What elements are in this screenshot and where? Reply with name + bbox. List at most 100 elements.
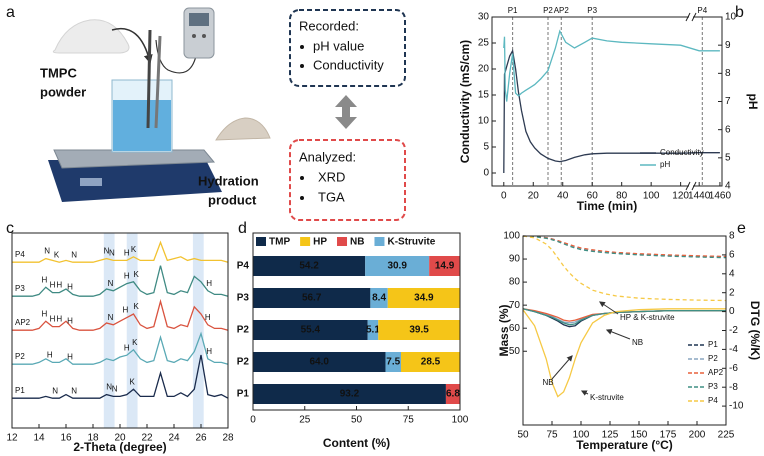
legend-label: HP <box>313 237 327 248</box>
y2-tick-label: 5 <box>725 152 731 163</box>
legend-swatch <box>374 237 385 246</box>
peak-label: N <box>108 313 114 322</box>
box-title: Analyzed: <box>299 149 356 164</box>
peak-label: H <box>47 351 53 360</box>
box-item: XRD <box>318 169 345 184</box>
panel-label: c <box>6 220 14 237</box>
value-label: 54.2 <box>299 261 319 272</box>
peak-label: K <box>134 302 140 311</box>
value-label: 28.5 <box>421 357 441 368</box>
y-tick-label: 30 <box>478 12 490 23</box>
annotation-arrow <box>580 390 589 396</box>
y2-axis-label: DTG (%/K) <box>748 301 762 360</box>
y2-tick-label: -10 <box>729 401 744 412</box>
y2-axis-label: pH <box>746 94 760 110</box>
axis-break <box>691 12 697 22</box>
value-label: 64.0 <box>310 357 330 368</box>
panel-label: e <box>737 220 746 237</box>
box-item: Conductivity <box>313 57 384 72</box>
diagram: a TMPC powder Hydration product Recorded… <box>6 4 406 221</box>
liquid <box>113 100 171 151</box>
axis-break <box>691 181 697 191</box>
bar-segment <box>253 288 371 308</box>
stirrer-display <box>80 178 102 186</box>
y2-tick-label: 8 <box>725 68 731 79</box>
x-tick-label: 80 <box>616 191 628 202</box>
x-tick-label: 26 <box>195 433 207 444</box>
x-tick-label: 18 <box>87 433 99 444</box>
legend-label: P1 <box>708 340 718 349</box>
box-item: TGA <box>318 189 345 204</box>
x-tick-label: 0 <box>501 191 507 202</box>
data-line <box>503 29 720 102</box>
x-tick-label: 50 <box>517 430 529 441</box>
y-tick-label: P2 <box>237 357 250 368</box>
powder-label: powder <box>40 84 86 99</box>
x-axis-label: Content (%) <box>323 436 390 450</box>
legend-swatch <box>256 237 266 246</box>
highlight-band <box>103 233 115 428</box>
highlight-band <box>126 233 138 428</box>
x-tick-label: 25 <box>299 415 311 426</box>
y2-tick-label: 10 <box>725 12 737 23</box>
peak-label: H <box>67 352 73 361</box>
y-tick-label: 5 <box>483 142 489 153</box>
y2-tick-label: 4 <box>725 181 731 192</box>
peak-label: H <box>124 343 130 352</box>
plot-frame <box>522 235 727 426</box>
data-line <box>522 308 726 398</box>
series-label: P1 <box>15 386 25 395</box>
x-tick-label: 40 <box>557 191 569 202</box>
data-line <box>12 240 229 263</box>
legend-label: NB <box>350 237 364 248</box>
analyzed-box <box>289 139 406 221</box>
data-line <box>522 308 726 326</box>
peak-label: H <box>124 249 130 258</box>
axis-break <box>689 184 693 188</box>
product-label: Hydration <box>198 173 259 188</box>
bar-segment <box>253 256 366 276</box>
product-label: product <box>208 192 257 207</box>
y-tick-label: 15 <box>478 90 490 101</box>
marker-label: P3 <box>587 6 597 15</box>
legend-label: P4 <box>708 396 718 405</box>
peak-label: H <box>56 281 62 290</box>
bar-segment <box>387 288 460 308</box>
value-label: 55.4 <box>301 325 321 336</box>
x-tick-label: 12 <box>6 433 18 444</box>
data-line <box>12 354 229 399</box>
legend-swatch <box>300 237 311 246</box>
legend-label: TMP <box>269 237 290 248</box>
bar-segment <box>370 288 388 308</box>
series-label: AP2 <box>15 318 31 327</box>
value-label: 6.8 <box>446 389 460 400</box>
peak-label: H <box>42 309 48 318</box>
x-tick-label: 1460 <box>709 191 732 202</box>
y-tick-label: P4 <box>237 261 250 272</box>
y2-tick-label: -8 <box>729 382 738 393</box>
legend-swatch <box>337 237 348 246</box>
axis-break <box>689 15 693 19</box>
panel-label: b <box>735 4 744 21</box>
value-label: 39.5 <box>409 325 429 336</box>
y-tick-label: 90 <box>509 254 521 265</box>
value-label: 5.1 <box>366 325 380 336</box>
y-tick-label: 20 <box>478 64 490 75</box>
peak-label: H <box>205 313 211 322</box>
value-label: 56.7 <box>302 293 322 304</box>
axis-break <box>685 181 691 191</box>
box-title: Recorded: <box>299 18 359 33</box>
x-tick-label: 20 <box>114 433 126 444</box>
peak-label: K <box>132 338 138 347</box>
legend-label: P2 <box>708 354 718 363</box>
peak-label: K <box>54 250 60 259</box>
series-label: P4 <box>15 250 25 259</box>
peak-label: H <box>42 275 48 284</box>
bullet <box>300 64 304 68</box>
stirrer-base <box>48 160 222 202</box>
value-label: 8.4 <box>372 293 386 304</box>
y-tick-label: P1 <box>237 389 250 400</box>
data-line <box>522 235 727 259</box>
peak-label: H <box>67 317 73 326</box>
meter-button <box>202 34 206 38</box>
